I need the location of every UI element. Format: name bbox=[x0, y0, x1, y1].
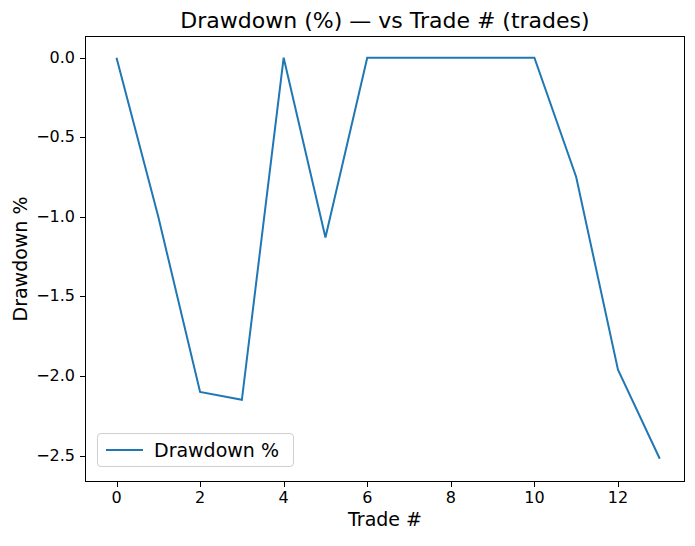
x-tick-label: 4 bbox=[279, 489, 289, 507]
y-tick-mark bbox=[80, 376, 85, 377]
y-tick-mark bbox=[80, 296, 85, 297]
legend: Drawdown % bbox=[97, 433, 294, 467]
x-tick-label: 6 bbox=[362, 489, 372, 507]
data-line bbox=[117, 58, 660, 459]
chart-title: Drawdown (%) — vs Trade # (trades) bbox=[85, 9, 685, 33]
x-axis-label: Trade # bbox=[85, 508, 685, 530]
legend-label: Drawdown % bbox=[154, 439, 279, 461]
x-tick-mark bbox=[534, 482, 535, 487]
y-tick-mark bbox=[80, 58, 85, 59]
x-tick-mark bbox=[618, 482, 619, 487]
y-tick-mark bbox=[80, 456, 85, 457]
y-tick-mark bbox=[80, 137, 85, 138]
plot-area: Drawdown % bbox=[85, 36, 685, 482]
figure: Drawdown (%) — vs Trade # (trades) Drawd… bbox=[0, 0, 695, 546]
x-tick-mark bbox=[367, 482, 368, 487]
y-tick-label: −1.0 bbox=[0, 208, 75, 226]
x-tick-label: 8 bbox=[446, 489, 456, 507]
legend-line-sample bbox=[106, 449, 143, 451]
x-tick-label: 0 bbox=[111, 489, 121, 507]
y-tick-mark bbox=[80, 217, 85, 218]
x-tick-label: 2 bbox=[195, 489, 205, 507]
y-tick-label: −0.5 bbox=[0, 128, 75, 146]
y-tick-label: 0.0 bbox=[0, 49, 75, 67]
y-tick-label: −2.5 bbox=[0, 447, 75, 465]
plot-canvas bbox=[86, 37, 684, 481]
y-tick-label: −2.0 bbox=[0, 367, 75, 385]
y-tick-label: −1.5 bbox=[0, 287, 75, 305]
x-tick-label: 12 bbox=[608, 489, 628, 507]
x-tick-mark bbox=[451, 482, 452, 487]
x-tick-mark bbox=[117, 482, 118, 487]
x-tick-mark bbox=[284, 482, 285, 487]
x-tick-label: 10 bbox=[524, 489, 544, 507]
x-tick-mark bbox=[200, 482, 201, 487]
